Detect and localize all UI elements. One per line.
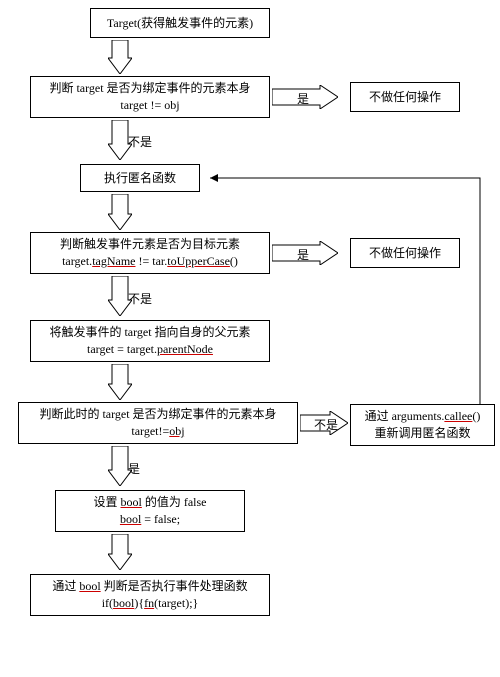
node-set-bool: 设置 bool 的值为 false bool = false;: [55, 490, 245, 532]
flowchart-canvas: Target(获得触发事件的元素) 判断 target 是否为绑定事件的元素本身…: [0, 0, 500, 677]
node-text: 设置 bool 的值为 false: [93, 494, 206, 511]
edge-label-yes: 是: [128, 460, 140, 477]
arrow-down-icon: [108, 534, 132, 570]
node-if-bool: 通过 bool 判断是否执行事件处理函数 if(bool){fn(target)…: [30, 574, 270, 616]
node-text: 通过 bool 判断是否执行事件处理函数: [52, 578, 247, 595]
node-text: bool = false;: [120, 511, 180, 528]
node-text: if(bool){fn(target);}: [102, 595, 199, 612]
